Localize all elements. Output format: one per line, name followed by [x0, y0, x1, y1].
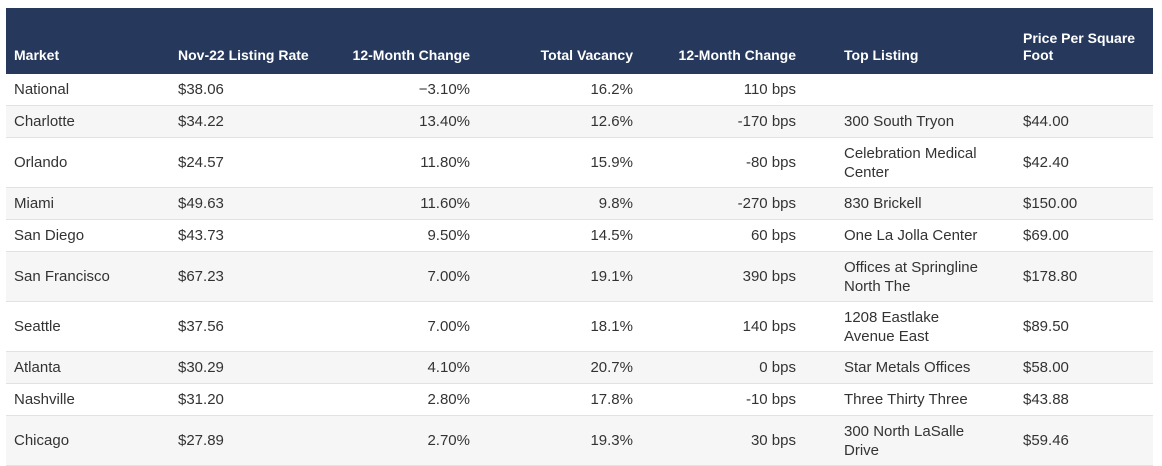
table-cell: $69.00: [1015, 219, 1153, 252]
table-cell: $27.89: [170, 415, 320, 466]
table-cell: −3.10%: [320, 74, 478, 106]
table-cell: $49.63: [170, 187, 320, 220]
table-cell: 20.7%: [478, 351, 641, 384]
table-cell: 0 bps: [641, 351, 824, 384]
table-row: Miami $49.63 11.60% 9.8% -270 bps 830 Brickel…: [6, 187, 1153, 220]
table-cell: Seattle: [6, 301, 170, 352]
table-cell: $34.22: [170, 105, 320, 138]
table-cell: Star Metals Offices: [824, 351, 1015, 384]
table-row: Orlando $24.57 11.80% 15.9% -80 bps Celebrati…: [6, 137, 1153, 188]
table-cell: Miami: [6, 187, 170, 220]
column-header: Market: [6, 8, 170, 74]
table-row: National $38.06 −3.10% 16.2% 110 bps: [6, 74, 1153, 106]
table-cell: 19.3%: [478, 415, 641, 466]
table-cell: $58.00: [1015, 351, 1153, 384]
table-row: Charlotte $34.22 13.40% 12.6% -170 bps 300 So…: [6, 105, 1153, 138]
table-row: Nashville $31.20 2.80% 17.8% -10 bps Three Th…: [6, 383, 1153, 416]
column-header: Total Vacancy: [478, 8, 641, 74]
table-cell: [824, 74, 1015, 106]
table-cell: Charlotte: [6, 105, 170, 138]
header-row: Market Nov-22 Listing Rate 12-Month Change…: [6, 8, 1153, 74]
table-cell: -170 bps: [641, 105, 824, 138]
market-table: Market Nov-22 Listing Rate 12-Month Change…: [6, 8, 1153, 466]
table-cell: 17.8%: [478, 383, 641, 416]
table-cell: [1015, 74, 1153, 106]
table-cell: 16.2%: [478, 74, 641, 106]
table-cell: San Diego: [6, 219, 170, 252]
table-cell: $31.20: [170, 383, 320, 416]
table-cell: 14.5%: [478, 219, 641, 252]
table-cell: National: [6, 74, 170, 106]
table-cell: 110 bps: [641, 74, 824, 106]
table-cell: 30 bps: [641, 415, 824, 466]
table-cell: $24.57: [170, 137, 320, 188]
table-cell: 140 bps: [641, 301, 824, 352]
table-cell: 19.1%: [478, 251, 641, 302]
table-cell: Offices at Springline North The: [824, 251, 1015, 302]
column-header: 12-Month Change: [320, 8, 478, 74]
table-cell: 300 North LaSalle Drive: [824, 415, 1015, 466]
table-row: Chicago $27.89 2.70% 19.3% 30 bps 300 North L…: [6, 415, 1153, 466]
table-cell: $178.80: [1015, 251, 1153, 302]
table-cell: Chicago: [6, 415, 170, 466]
table-cell: 2.80%: [320, 383, 478, 416]
table-cell: $67.23: [170, 251, 320, 302]
table-body: National $38.06 −3.10% 16.2% 110 bps Charlott…: [6, 74, 1153, 466]
table-cell: Atlanta: [6, 351, 170, 384]
table-row: San Diego $43.73 9.50% 14.5% 60 bps One La Jo…: [6, 219, 1153, 252]
table-cell: -270 bps: [641, 187, 824, 220]
table-cell: $30.29: [170, 351, 320, 384]
table-cell: 13.40%: [320, 105, 478, 138]
table-row: San Francisco $67.23 7.00% 19.1% 390 bps Offi…: [6, 251, 1153, 302]
table-cell: San Francisco: [6, 251, 170, 302]
table-cell: One La Jolla Center: [824, 219, 1015, 252]
table-cell: Three Thirty Three: [824, 383, 1015, 416]
table-cell: 60 bps: [641, 219, 824, 252]
table-cell: $38.06: [170, 74, 320, 106]
table-cell: 390 bps: [641, 251, 824, 302]
table-cell: 300 South Tryon: [824, 105, 1015, 138]
table-cell: $89.50: [1015, 301, 1153, 352]
column-header: Nov-22 Listing Rate: [170, 8, 320, 74]
table-cell: $150.00: [1015, 187, 1153, 220]
table-cell: Celebration Medical Center: [824, 137, 1015, 188]
table-cell: 15.9%: [478, 137, 641, 188]
table-cell: $37.56: [170, 301, 320, 352]
table-cell: $43.73: [170, 219, 320, 252]
table-row: Seattle $37.56 7.00% 18.1% 140 bps 1208 Eastl…: [6, 301, 1153, 352]
table-cell: 11.80%: [320, 137, 478, 188]
table-cell: 830 Brickell: [824, 187, 1015, 220]
table-cell: Nashville: [6, 383, 170, 416]
column-header: Price Per Square Foot: [1015, 8, 1153, 74]
table-cell: $59.46: [1015, 415, 1153, 466]
table-row: Atlanta $30.29 4.10% 20.7% 0 bps Star Metals …: [6, 351, 1153, 384]
table-cell: 9.8%: [478, 187, 641, 220]
table-cell: 7.00%: [320, 251, 478, 302]
table-cell: 7.00%: [320, 301, 478, 352]
table-cell: 4.10%: [320, 351, 478, 384]
table-cell: 12.6%: [478, 105, 641, 138]
table-cell: -10 bps: [641, 383, 824, 416]
table-cell: 2.70%: [320, 415, 478, 466]
table-cell: 9.50%: [320, 219, 478, 252]
table-cell: $44.00: [1015, 105, 1153, 138]
column-header: 12-Month Change: [641, 8, 824, 74]
table-cell: $43.88: [1015, 383, 1153, 416]
table-cell: -80 bps: [641, 137, 824, 188]
table-cell: $42.40: [1015, 137, 1153, 188]
table-cell: Orlando: [6, 137, 170, 188]
table-cell: 18.1%: [478, 301, 641, 352]
column-header: Top Listing: [824, 8, 1015, 74]
table-cell: 11.60%: [320, 187, 478, 220]
table-cell: 1208 Eastlake Avenue East: [824, 301, 1015, 352]
